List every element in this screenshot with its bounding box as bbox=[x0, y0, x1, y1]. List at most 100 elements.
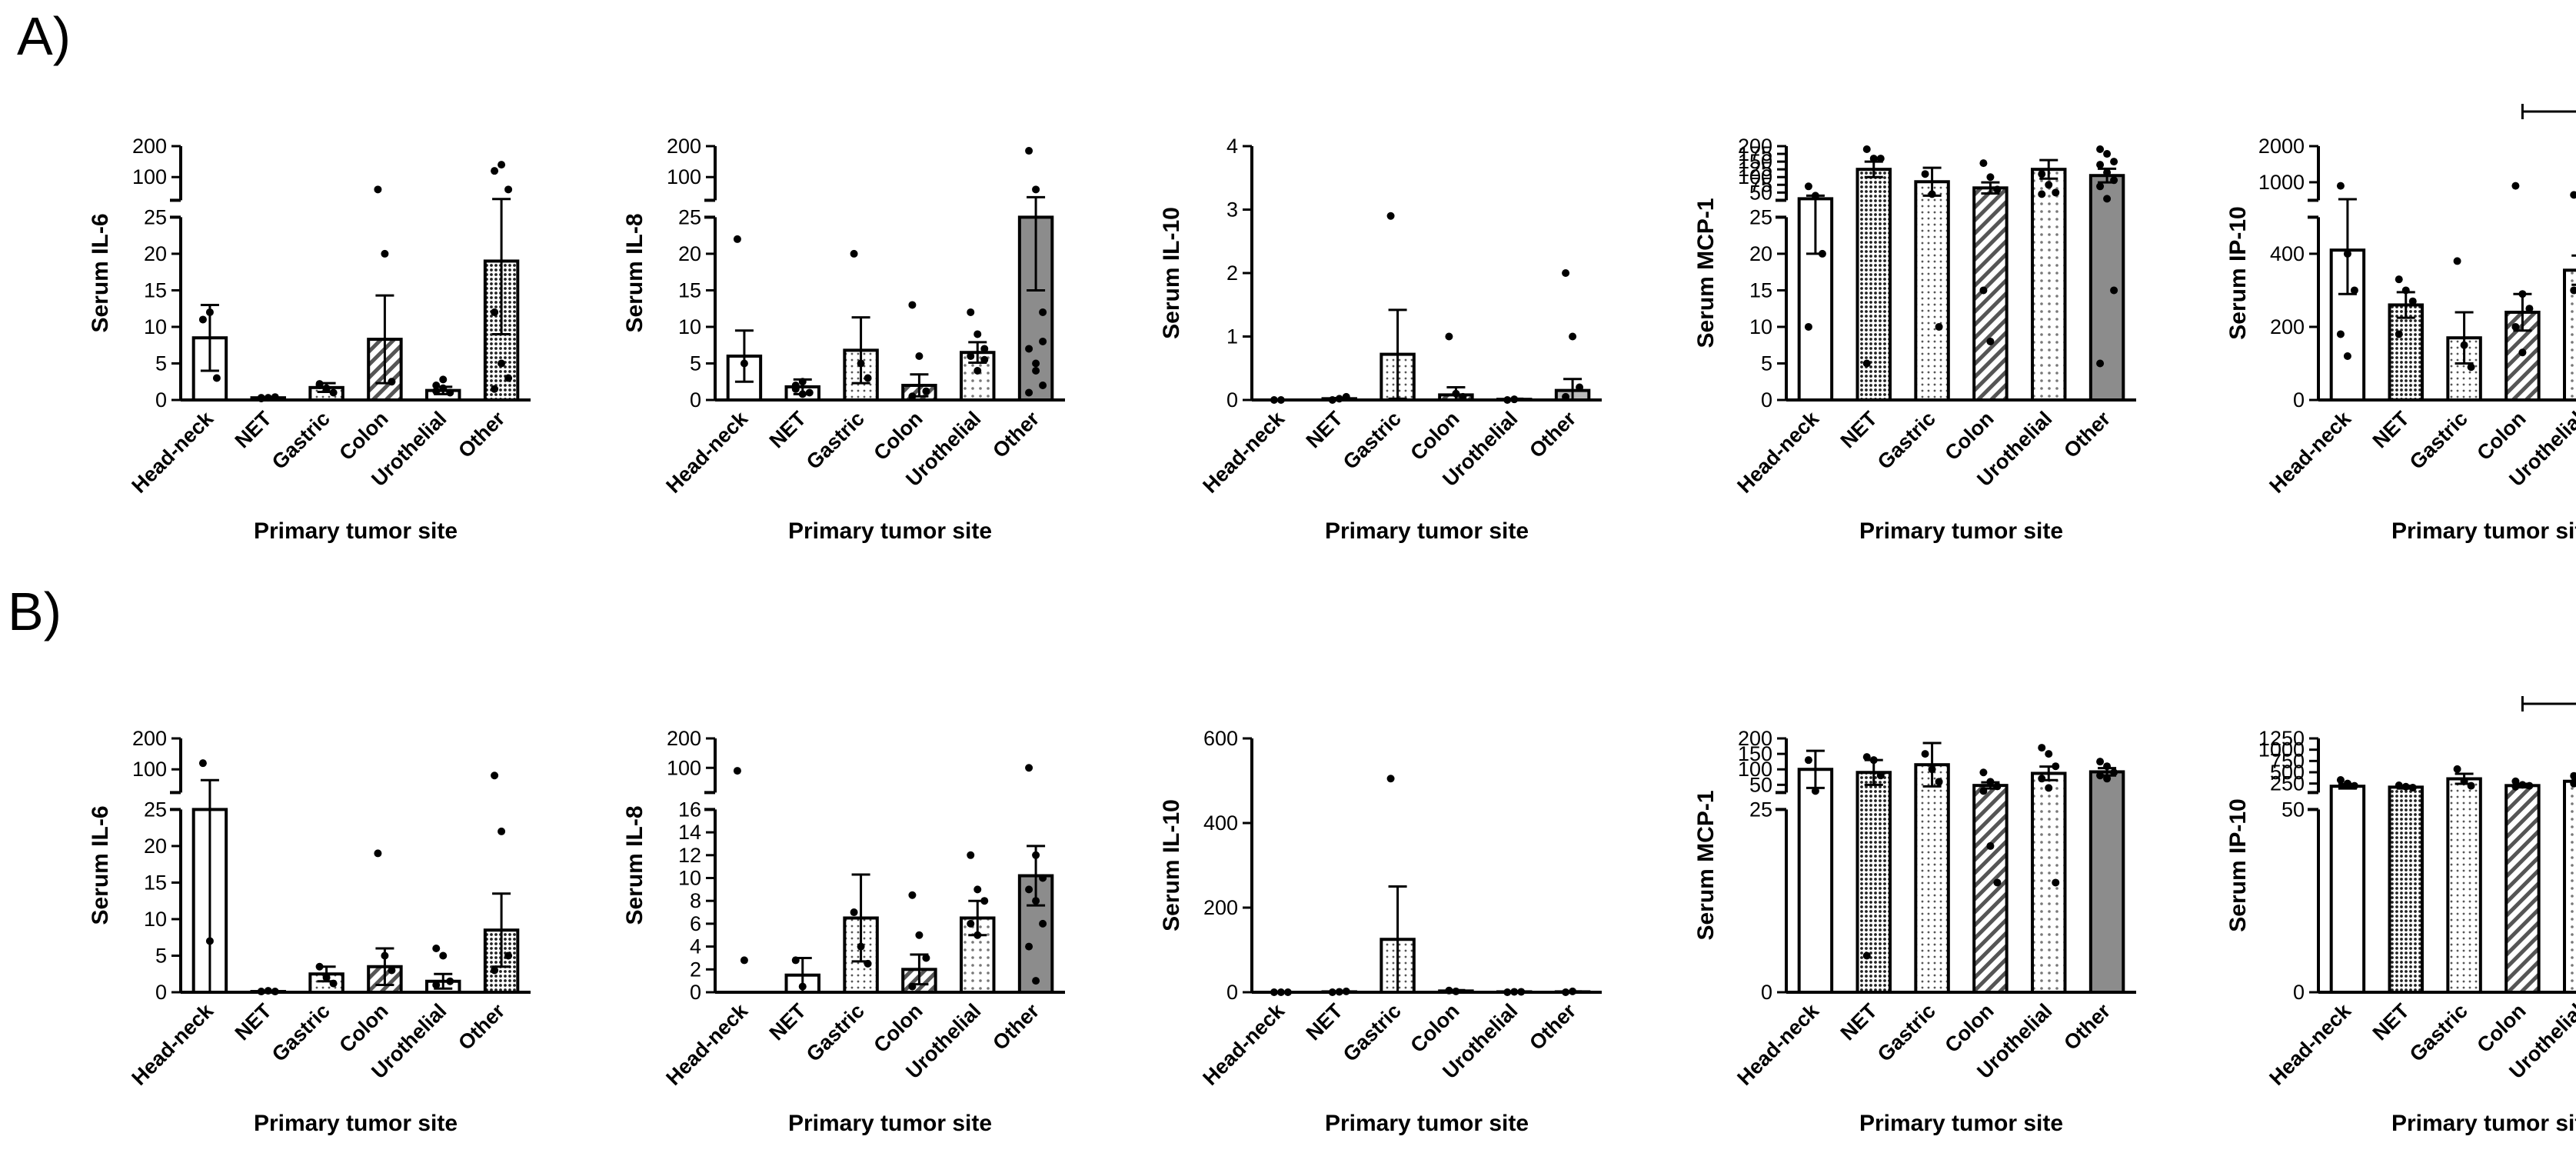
bar-head-neck bbox=[1797, 768, 1834, 994]
x-tick-label: Colon bbox=[2472, 407, 2530, 465]
data-point bbox=[791, 956, 800, 965]
y-tick-label: 100 bbox=[1738, 758, 1772, 781]
data-point bbox=[2395, 275, 2403, 284]
chart-a1: 0 5 10 15 20 25 100 200 Serum IL-6 Head-neck NETGa… bbox=[88, 135, 531, 544]
x-tick-label: Gastric bbox=[1339, 407, 1406, 474]
y-tick-label: 50 bbox=[1749, 181, 1772, 204]
data-point bbox=[374, 849, 382, 858]
y-tick-label: 8 bbox=[690, 889, 701, 912]
data-point bbox=[205, 937, 214, 945]
data-point bbox=[1979, 286, 1988, 295]
y-axis-label: Serum IL-8 bbox=[622, 805, 647, 925]
x-tick-label: NET bbox=[1302, 407, 1348, 453]
data-point bbox=[798, 378, 807, 386]
chart-a5: 0 200 400 1000 2000 Serum IP-10 Head-neck NETGa… bbox=[2225, 104, 2576, 544]
data-point bbox=[198, 315, 207, 324]
x-axis-label: Primary tumor site bbox=[2391, 518, 2576, 544]
data-point bbox=[2103, 775, 2112, 783]
data-point bbox=[446, 977, 454, 985]
y-tick-label: 750 bbox=[2270, 749, 2305, 772]
data-point bbox=[1935, 778, 1943, 786]
data-point bbox=[908, 891, 917, 899]
data-point bbox=[922, 954, 930, 962]
y-tick-label: 200 bbox=[667, 727, 701, 750]
data-point bbox=[1562, 269, 1570, 277]
data-point bbox=[322, 973, 331, 981]
y-tick-label: 4 bbox=[690, 935, 701, 958]
bar-net bbox=[2388, 303, 2424, 402]
data-point bbox=[2110, 158, 2118, 166]
data-point bbox=[381, 249, 389, 258]
x-axis-label: Primary tumor site bbox=[2391, 1111, 2576, 1136]
data-point bbox=[1039, 337, 1047, 345]
data-point bbox=[1445, 986, 1453, 995]
data-point bbox=[2511, 322, 2520, 331]
x-tick-label: Other bbox=[454, 407, 509, 462]
data-point bbox=[2052, 762, 2060, 771]
x-tick-label: Head-neck bbox=[1732, 406, 1823, 497]
bar-urothelial bbox=[2563, 268, 2576, 402]
data-point bbox=[1335, 988, 1343, 996]
y-tick-label: 25 bbox=[144, 205, 167, 228]
data-point bbox=[1811, 787, 1819, 795]
panel-label-b: B) bbox=[8, 581, 62, 641]
data-point bbox=[329, 388, 338, 397]
data-point bbox=[1270, 396, 1278, 404]
bar-gastric bbox=[1914, 180, 1950, 402]
data-point bbox=[2518, 348, 2527, 357]
y-tick-label: 10 bbox=[678, 315, 701, 338]
data-point bbox=[271, 393, 279, 402]
data-point bbox=[1562, 392, 1570, 401]
x-tick-label: NET bbox=[765, 407, 811, 453]
data-point bbox=[1869, 155, 1878, 163]
y-tick-label: 250 bbox=[2270, 772, 2305, 795]
data-point bbox=[1386, 775, 1395, 783]
data-point bbox=[498, 161, 506, 169]
y-tick-label: 0 bbox=[155, 388, 167, 412]
y-tick-label: 50 bbox=[1749, 773, 1772, 796]
data-point bbox=[257, 394, 265, 402]
data-point bbox=[908, 392, 917, 401]
x-tick-label: Colon bbox=[1406, 407, 1463, 465]
data-point bbox=[2511, 182, 2520, 190]
data-point bbox=[504, 374, 513, 382]
data-point bbox=[2096, 359, 2105, 368]
y-tick-label: 15 bbox=[1749, 278, 1772, 302]
y-tick-label: 1250 bbox=[2258, 727, 2305, 750]
y-axis-label: Serum MCP-1 bbox=[1693, 790, 1719, 940]
y-axis-label: Serum IL-10 bbox=[1159, 799, 1184, 931]
data-point bbox=[967, 919, 975, 928]
data-point bbox=[491, 385, 499, 393]
data-point bbox=[1928, 765, 1936, 774]
data-point bbox=[432, 381, 441, 389]
bar-net bbox=[2388, 785, 2424, 994]
data-point bbox=[2096, 182, 2105, 191]
x-tick-label: Head-neck bbox=[1198, 998, 1289, 1089]
data-point bbox=[2453, 257, 2461, 265]
y-axis-label: Serum IL-8 bbox=[622, 213, 647, 332]
data-point bbox=[2453, 765, 2461, 773]
data-point bbox=[2401, 286, 2410, 295]
data-point bbox=[205, 308, 214, 316]
data-point bbox=[2103, 762, 2112, 771]
data-point bbox=[967, 851, 975, 859]
y-tick-label: 50 bbox=[2281, 798, 2305, 821]
y-tick-label: 5 bbox=[155, 352, 167, 375]
x-axis-label: Primary tumor site bbox=[788, 1111, 992, 1136]
data-point bbox=[2336, 330, 2345, 338]
x-axis-label: Primary tumor site bbox=[254, 1111, 458, 1136]
data-point bbox=[864, 374, 872, 382]
x-tick-label: Head-neck bbox=[127, 998, 218, 1089]
data-point bbox=[2052, 188, 2060, 197]
bar-colon bbox=[1972, 784, 2009, 994]
bar-other bbox=[2088, 770, 2125, 994]
data-point bbox=[2096, 145, 2105, 154]
x-tick-label: Gastric bbox=[268, 407, 334, 474]
data-point bbox=[2525, 305, 2534, 313]
data-point bbox=[2038, 170, 2046, 178]
data-point bbox=[1386, 212, 1395, 220]
data-point bbox=[1342, 392, 1350, 401]
